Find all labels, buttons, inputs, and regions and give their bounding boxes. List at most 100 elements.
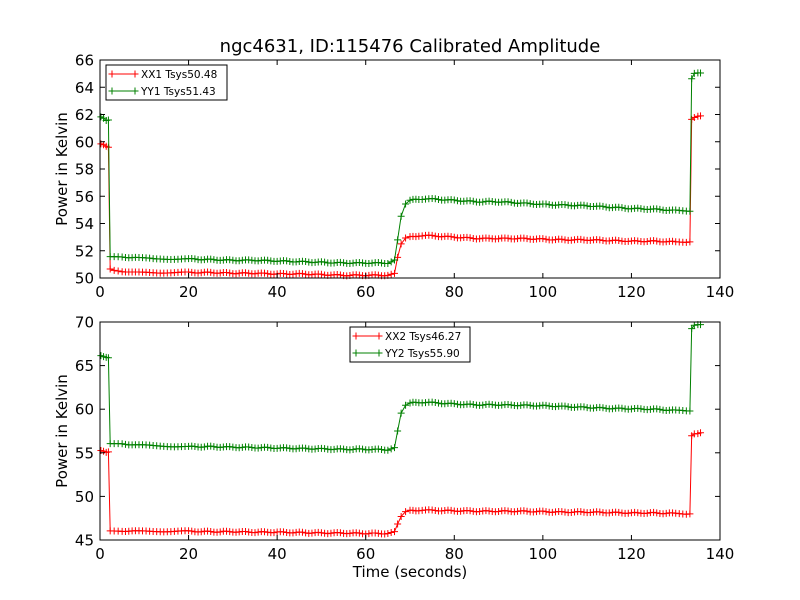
- top-series-2-point: [653, 205, 661, 213]
- top-series-1-point: [279, 270, 287, 278]
- top-series-2-point: [583, 202, 591, 210]
- bottom-series-1-point: [447, 506, 455, 514]
- top-series-1-point: [402, 234, 410, 242]
- top-series-1-point: [336, 271, 344, 279]
- bottom-series-1-point: [409, 506, 417, 514]
- top-series-2-point: [264, 256, 272, 264]
- bottom-x-tick-label: 60: [356, 545, 375, 563]
- bottom-series-1-point: [504, 507, 512, 515]
- bottom-series-1-point: [558, 508, 566, 516]
- top-series-2-point: [321, 258, 329, 266]
- chart-title: ngc4631, ID:115476 Calibrated Amplitude: [220, 36, 601, 57]
- bottom-series-1-point: [188, 527, 196, 535]
- bottom-series-2-point: [583, 404, 591, 412]
- top-legend-marker: [131, 87, 139, 95]
- top-legend-marker: [108, 70, 116, 78]
- top-series-1-point: [697, 112, 705, 120]
- bottom-series-2-point: [349, 445, 357, 453]
- top-series-2-point: [207, 255, 215, 263]
- top-series-2-point: [450, 196, 458, 204]
- top-series-2-point: [618, 204, 626, 212]
- bottom-series-2-point: [340, 445, 348, 453]
- bottom-series-2-point: [580, 403, 588, 411]
- bottom-series-2-point: [434, 399, 442, 407]
- bottom-y-tick-label: 45: [75, 532, 94, 550]
- bottom-x-tick-label: 0: [95, 545, 105, 563]
- bottom-x-tick-label: 20: [179, 545, 198, 563]
- top-series-2-point: [210, 256, 218, 264]
- bottom-series-2: [97, 321, 705, 454]
- top-y-tick-label: 66: [75, 52, 94, 70]
- bottom-series-1-point: [279, 528, 287, 536]
- bottom-legend-marker: [352, 349, 360, 357]
- bottom-y-tick-label: 60: [75, 401, 94, 419]
- bottom-series-1-point: [476, 508, 484, 516]
- bottom-series-1-point: [207, 528, 215, 536]
- bottom-series-2-point: [545, 402, 553, 410]
- bottom-series-2-point: [618, 404, 626, 412]
- top-x-tick-label: 80: [445, 283, 464, 301]
- bottom-series-1-point: [355, 529, 363, 537]
- bottom-series-2-point: [402, 401, 410, 409]
- bottom-y-axis-label: Power in Kelvin: [53, 374, 71, 488]
- bottom-series-1-point: [643, 509, 651, 517]
- top-series-2-point: [229, 256, 237, 264]
- top-series-2-point: [368, 259, 376, 267]
- top-x-tick-label: 0: [95, 283, 105, 301]
- bottom-series-1-point: [270, 529, 278, 537]
- bottom-legend-marker: [375, 349, 383, 357]
- bottom-series-2-point: [431, 398, 439, 406]
- bottom-series-1: [97, 429, 705, 538]
- top-y-tick-label: 54: [75, 215, 94, 233]
- bottom-series-1-point: [523, 507, 531, 515]
- bottom-series-1-point: [485, 507, 493, 515]
- top-series-2-point: [302, 258, 310, 266]
- top-series-1-point: [431, 232, 439, 240]
- top-series-1-point: [355, 271, 363, 279]
- top-series-1-point: [110, 266, 118, 274]
- top-series-1-point: [539, 235, 547, 243]
- bottom-series-2-point: [104, 354, 112, 362]
- top-series-2-point: [523, 199, 531, 207]
- top-series-2-point: [697, 69, 705, 77]
- bottom-series-2-point: [226, 443, 234, 451]
- top-series-2-point: [526, 200, 534, 208]
- bottom-y-tick-label: 55: [75, 444, 94, 462]
- top-y-tick-label: 64: [75, 79, 94, 97]
- bottom-x-tick-label: 120: [617, 545, 646, 563]
- bottom-series-1-point: [327, 529, 335, 537]
- top-legend-label: YY1 Tsys51.43: [140, 86, 216, 98]
- top-subplot: ngc4631, ID:115476 Calibrated Amplitude …: [53, 36, 734, 301]
- bottom-series-1-point: [466, 507, 474, 515]
- top-x-tick-label: 100: [529, 283, 558, 301]
- top-series-2-point: [431, 195, 439, 203]
- top-series-1-point: [298, 270, 306, 278]
- bottom-series-1-point: [495, 507, 503, 515]
- top-series-2-point: [104, 116, 112, 124]
- top-series-2-point: [402, 200, 410, 208]
- top-series-2-point: [488, 197, 496, 205]
- bottom-series-1-point: [336, 529, 344, 537]
- bottom-series-2-point: [200, 443, 208, 451]
- top-series-1-point: [495, 235, 503, 243]
- bottom-series-2-point: [656, 405, 664, 413]
- top-x-tick-label: 60: [356, 283, 375, 301]
- x-axis-label: Time (seconds): [352, 563, 468, 581]
- top-series-1-point: [634, 237, 642, 245]
- bottom-series-2-point: [599, 404, 607, 412]
- bottom-series-2-point: [479, 401, 487, 409]
- top-series-2-point: [283, 257, 291, 265]
- top-series-1-point: [317, 270, 325, 278]
- bottom-x-tick-label: 80: [445, 545, 464, 563]
- top-series-1-point: [686, 238, 694, 246]
- bottom-series-2-point: [374, 445, 382, 453]
- top-series-1-point: [387, 270, 395, 278]
- bottom-series-2-point: [488, 401, 496, 409]
- top-series-1-point: [391, 269, 398, 277]
- top-series-2-point: [504, 198, 512, 206]
- bottom-series-2-point: [321, 445, 329, 453]
- top-series-2-point: [602, 203, 610, 211]
- bottom-series-1-point: [397, 512, 405, 520]
- bottom-legend-label: XX2 Tsys46.27: [385, 331, 461, 343]
- top-x-tick-label: 120: [617, 283, 646, 301]
